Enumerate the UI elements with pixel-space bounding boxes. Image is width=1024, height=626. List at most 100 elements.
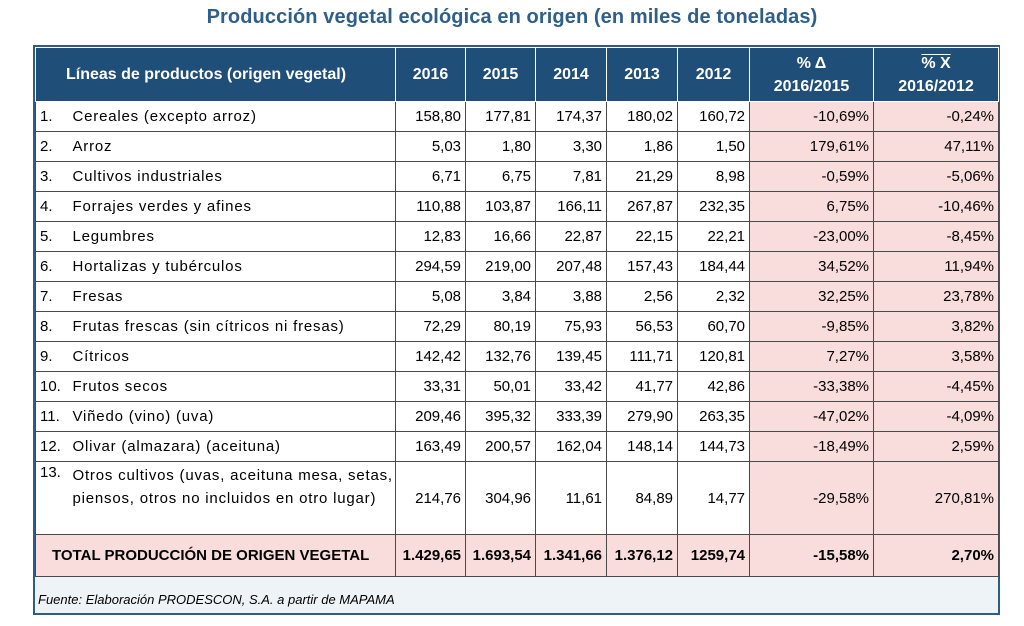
delta-cell: -9,85% [749, 311, 875, 342]
value-cell-2015: 219,00 [465, 251, 537, 282]
mean-cell: 11,94% [873, 251, 1000, 282]
value-cell-2016: 142,42 [395, 341, 467, 372]
total-value-2015: 1.693,54 [465, 534, 537, 577]
value-cell-2016: 5,03 [395, 131, 467, 162]
row-product-name: Olivar (almazara) (aceituna) [72, 431, 397, 462]
mean-cell: -8,45% [873, 221, 1000, 252]
header-year-2016: 2016 [395, 47, 467, 102]
value-cell-2016: 72,29 [395, 311, 467, 342]
total-value-2016: 1.429,65 [395, 534, 467, 577]
header-mean: % X 2016/2012 [873, 47, 1000, 102]
header-year-2012: 2012 [677, 47, 751, 102]
table-row: 11. Viñedo (vino) (uva) 209,46 395,32 333,39… [35, 401, 1000, 432]
value-cell-2014: 3,88 [535, 281, 608, 312]
value-cell-2013: 111,71 [606, 341, 679, 372]
value-cell-2016: 158,80 [395, 101, 467, 132]
value-cell-2013: 267,87 [606, 191, 679, 222]
header-mean-period: 2016/2012 [898, 77, 974, 95]
mean-cell: 270,81% [873, 461, 1000, 535]
header-year-2015: 2015 [465, 47, 537, 102]
table-row: 5. Legumbres 12,83 16,66 22,87 22,15 22,21 -23,… [35, 221, 1000, 252]
row-product-name: Viñedo (vino) (uva) [72, 401, 397, 432]
mean-cell: 47,11% [873, 131, 1000, 162]
value-cell-2013: 180,02 [606, 101, 679, 132]
value-cell-2014: 166,11 [535, 191, 608, 222]
value-cell-2016: 110,88 [395, 191, 467, 222]
delta-cell: 32,25% [749, 281, 875, 312]
total-row: TOTAL PRODUCCIÓN DE ORIGEN VEGETAL 1.429,… [34, 534, 1000, 577]
value-cell-2014: 33,42 [535, 371, 608, 402]
value-cell-2012: 184,44 [677, 251, 751, 282]
total-value-2014: 1.341,66 [535, 534, 608, 577]
row-index: 1. [35, 101, 73, 132]
production-table: Líneas de productos (origen vegetal) 201… [34, 47, 1000, 577]
mean-cell: -10,46% [873, 191, 1000, 222]
value-cell-2012: 160,72 [677, 101, 751, 132]
delta-cell: 34,52% [749, 251, 875, 282]
value-cell-2015: 304,96 [465, 461, 537, 535]
row-product-name: Fresas [72, 281, 397, 312]
header-mean-symbol: % X [921, 54, 951, 72]
delta-cell: 179,61% [749, 131, 875, 162]
total-delta: -15,58% [749, 534, 875, 577]
mean-cell: -5,06% [873, 161, 1000, 192]
total-mean: 2,70% [873, 534, 1000, 577]
value-cell-2013: 148,14 [606, 431, 679, 462]
value-cell-2012: 144,73 [677, 431, 751, 462]
row-product-name: Cereales (excepto arroz) [72, 101, 397, 132]
value-cell-2012: 42,86 [677, 371, 751, 402]
value-cell-2012: 120,81 [677, 341, 751, 372]
delta-cell: -23,00% [749, 221, 875, 252]
mean-cell: -4,45% [873, 371, 1000, 402]
row-product-name: Otros cultivos (uvas, aceituna mesa, set… [72, 461, 397, 535]
source-note: Fuente: Elaboración PRODESCON, S.A. a pa… [38, 592, 395, 607]
value-cell-2013: 84,89 [606, 461, 679, 535]
value-cell-2014: 333,39 [535, 401, 608, 432]
row-index: 8. [35, 311, 73, 342]
mean-cell: 3,82% [873, 311, 1000, 342]
value-cell-2016: 5,08 [395, 281, 467, 312]
total-value-2012: 1259,74 [677, 534, 751, 577]
row-index: 7. [35, 281, 73, 312]
value-cell-2016: 6,71 [395, 161, 467, 192]
row-product-name: Legumbres [72, 221, 397, 252]
header-category: Líneas de productos (origen vegetal) [34, 47, 397, 102]
row-product-name: Cultivos industriales [72, 161, 397, 192]
value-cell-2013: 21,29 [606, 161, 679, 192]
value-cell-2015: 200,57 [465, 431, 537, 462]
header-row: Líneas de productos (origen vegetal) 201… [34, 47, 1000, 102]
row-index: 6. [35, 251, 73, 282]
row-index: 3. [35, 161, 73, 192]
value-cell-2013: 1,86 [606, 131, 679, 162]
value-cell-2013: 41,77 [606, 371, 679, 402]
table-row: 8. Frutas frescas (sin cítricos ni fresas… [35, 311, 1000, 342]
row-index: 9. [35, 341, 73, 372]
table-row: 3. Cultivos industriales 6,71 6,75 7,81 21,29… [35, 161, 1000, 192]
delta-cell: -47,02% [749, 401, 875, 432]
value-cell-2015: 395,32 [465, 401, 537, 432]
row-index: 4. [35, 191, 73, 222]
value-cell-2012: 60,70 [677, 311, 751, 342]
total-label: TOTAL PRODUCCIÓN DE ORIGEN VEGETAL [34, 534, 397, 577]
header-year-2014: 2014 [535, 47, 608, 102]
value-cell-2016: 33,31 [395, 371, 467, 402]
delta-cell: 7,27% [749, 341, 875, 372]
value-cell-2016: 12,83 [395, 221, 467, 252]
mean-cell: 23,78% [873, 281, 1000, 312]
value-cell-2013: 56,53 [606, 311, 679, 342]
header-delta-period: 2016/2015 [773, 77, 850, 95]
value-cell-2014: 3,30 [535, 131, 608, 162]
value-cell-2014: 174,37 [535, 101, 608, 132]
delta-cell: -33,38% [749, 371, 875, 402]
value-cell-2015: 6,75 [465, 161, 537, 192]
delta-cell: -0,59% [749, 161, 875, 192]
value-cell-2012: 22,21 [677, 221, 751, 252]
value-cell-2014: 22,87 [535, 221, 608, 252]
mean-cell: 2,59% [873, 431, 1000, 462]
row-index: 13. [35, 461, 73, 535]
delta-cell: -29,58% [749, 461, 875, 535]
row-product-name: Hortalizas y tubérculos [72, 251, 397, 282]
value-cell-2016: 294,59 [395, 251, 467, 282]
value-cell-2012: 1,50 [677, 131, 751, 162]
value-cell-2015: 177,81 [465, 101, 537, 132]
